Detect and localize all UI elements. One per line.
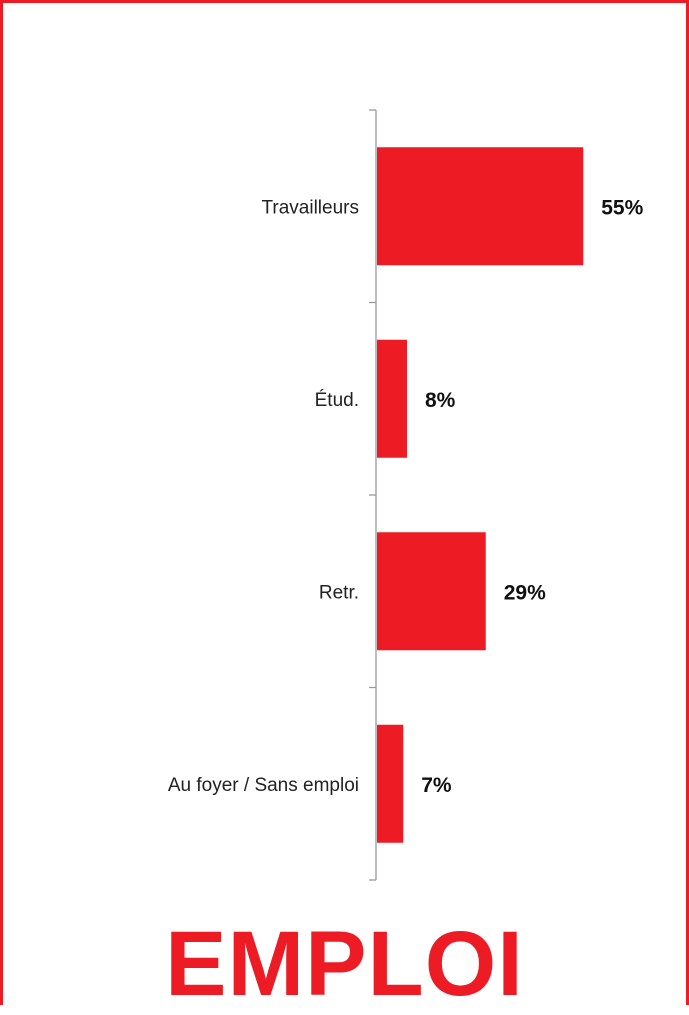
category-label: Au foyer / Sans emploi xyxy=(168,775,359,796)
category-label: Travailleurs xyxy=(262,197,360,218)
bar xyxy=(377,147,584,266)
bar xyxy=(377,532,486,651)
category-label: Retr. xyxy=(319,582,359,603)
category-label: Étud. xyxy=(315,390,359,411)
bar xyxy=(377,339,407,458)
data-label: 29% xyxy=(504,581,546,604)
data-label: 55% xyxy=(601,196,643,219)
bar xyxy=(377,724,404,843)
data-label: 7% xyxy=(421,774,452,797)
data-label: 8% xyxy=(425,389,456,412)
chart-title: EMPLOI xyxy=(165,913,524,1015)
